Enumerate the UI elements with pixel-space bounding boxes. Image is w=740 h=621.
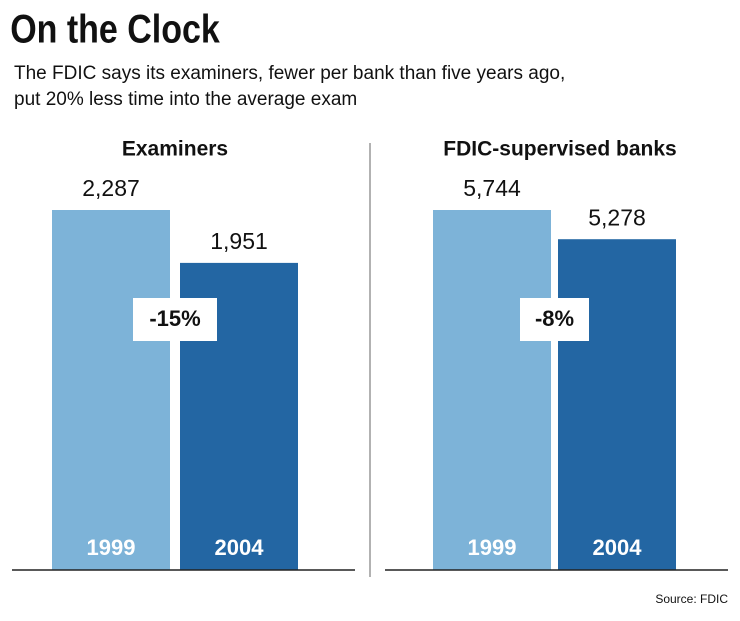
annotation-box [133,298,217,341]
source: Source: FDIC [655,592,728,606]
category-label: 2004 [593,535,643,560]
subtitle: put 20% less time into the average exam [14,89,357,110]
value-label: 5,744 [463,175,521,201]
value-label: 2,287 [82,175,140,201]
bar [433,210,551,570]
page-title: On the Clock [10,6,220,51]
annotation-box [520,298,589,341]
value-label: 1,951 [210,228,268,254]
panel-title: FDIC-supervised banks [443,138,676,161]
annotation: -8% [535,306,574,331]
bar [558,239,676,571]
panel-title: Examiners [122,138,228,161]
subtitle: The FDIC says its examiners, fewer per b… [14,63,565,84]
value-label: 5,278 [588,204,646,230]
category-label: 1999 [87,535,136,560]
annotation: -15% [149,306,200,331]
category-label: 2004 [215,535,265,560]
bar [52,210,170,570]
category-label: 1999 [468,535,517,560]
